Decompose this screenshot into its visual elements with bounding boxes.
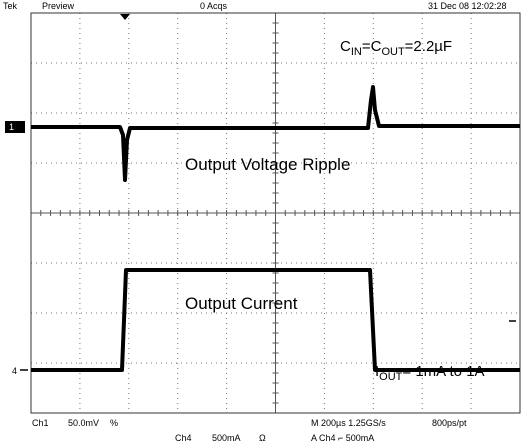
graticule-frame bbox=[30, 12, 521, 414]
ch4-imp: Ω bbox=[259, 433, 266, 443]
current-trace bbox=[31, 268, 520, 372]
ch1-scale: 50.0mV bbox=[68, 418, 99, 428]
ch4-marker: 4 bbox=[12, 366, 17, 376]
mode: Preview bbox=[42, 1, 75, 11]
c: C bbox=[340, 38, 351, 55]
ch4-scale: 500mA bbox=[212, 433, 241, 443]
ch1: Ch1 bbox=[32, 418, 49, 428]
ch1-bw: % bbox=[110, 418, 118, 428]
capacitance-note: CIN=COUT=2.2µF bbox=[340, 38, 452, 58]
sample: 800ps/pt bbox=[432, 418, 467, 428]
trigger-pos bbox=[120, 14, 130, 20]
trigger: A Ch4 ⌐ 500mA bbox=[311, 433, 374, 443]
voltage-trace bbox=[31, 85, 520, 182]
sub: OUT bbox=[381, 46, 405, 58]
ch1-marker-box bbox=[5, 121, 25, 133]
value: =2.2µF bbox=[405, 38, 452, 55]
datetime: 31 Dec 08 12:02:28 bbox=[428, 1, 507, 11]
acqs: 0 Acqs bbox=[200, 1, 228, 11]
c: =C bbox=[362, 38, 382, 55]
ch1-marker: 1 bbox=[9, 122, 14, 132]
current-label: Output Current bbox=[185, 294, 298, 313]
graticule bbox=[30, 12, 521, 414]
current-note: IOUT= 1mA to 1A bbox=[375, 363, 485, 383]
voltage-label: Output Voltage Ripple bbox=[185, 155, 350, 174]
sub: IN bbox=[351, 46, 362, 58]
brand: Tek bbox=[3, 1, 18, 11]
value: = 1mA to 1A bbox=[402, 363, 484, 380]
sub: OUT bbox=[379, 371, 403, 383]
timebase: M 200µs 1.25GS/s bbox=[311, 418, 386, 428]
ch4: Ch4 bbox=[175, 433, 192, 443]
i: I bbox=[375, 363, 379, 380]
